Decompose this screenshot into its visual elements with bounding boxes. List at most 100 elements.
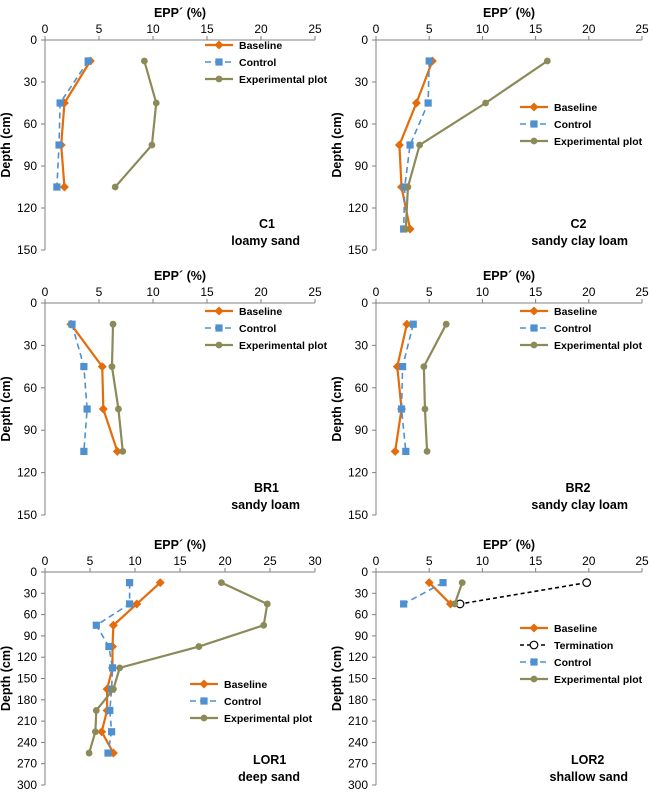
legend-label: Experimental plot	[239, 340, 328, 352]
legend-marker	[199, 679, 209, 689]
y-tick-label: 300	[348, 778, 368, 792]
series-line	[428, 581, 452, 605]
legend-marker	[529, 306, 539, 316]
series-line	[398, 60, 434, 230]
series-line	[56, 60, 89, 188]
data-point	[119, 448, 127, 455]
data-point	[423, 448, 431, 455]
y-tick-label: 120	[348, 650, 368, 664]
legend-label: Baseline	[554, 623, 597, 635]
y-tick-label: 60	[24, 381, 38, 395]
data-point	[263, 600, 271, 608]
data-point	[148, 141, 156, 149]
series-line	[403, 581, 444, 605]
x-tick-label: 10	[476, 285, 490, 299]
x-tick-label: 15	[200, 285, 214, 299]
data-point	[152, 99, 160, 107]
series-line	[402, 60, 430, 230]
y-tick-label: 90	[355, 629, 369, 643]
legend-label: Experimental plot	[554, 340, 643, 352]
legend-label: Control	[239, 57, 276, 69]
legend-label: Experimental plot	[224, 713, 313, 725]
soil-type: shallow sand	[550, 770, 629, 784]
series-control	[92, 579, 134, 757]
data-point	[97, 727, 107, 737]
x-axis-title: EPP´ (%)	[154, 269, 206, 283]
legend: Baseline Control Experimental plot	[205, 306, 328, 352]
y-tick-label: 180	[348, 693, 368, 707]
data-point	[402, 447, 410, 455]
series-termination	[455, 578, 592, 609]
y-tick-label: 30	[355, 338, 369, 352]
data-point	[218, 579, 225, 587]
y-tick-label: 30	[24, 75, 38, 89]
data-point	[482, 99, 489, 107]
x-tick-label: 10	[476, 554, 490, 568]
data-point	[424, 99, 432, 107]
y-tick-label: 90	[24, 159, 38, 173]
series-control	[53, 57, 92, 191]
series-line	[95, 582, 131, 754]
x-axis-title: EPP´ (%)	[483, 269, 535, 283]
legend-label: Baseline	[554, 306, 597, 318]
legend: Baseline Control Experimental plot	[190, 679, 313, 725]
legend-label: Termination	[554, 640, 613, 652]
y-tick-label: 90	[24, 629, 38, 643]
data-point	[115, 405, 122, 413]
series-experimental	[420, 320, 450, 455]
x-tick-label: 15	[173, 554, 187, 568]
site-name: C2	[571, 217, 587, 231]
y-tick-label: 60	[24, 608, 38, 622]
x-tick-label: 10	[476, 22, 490, 36]
data-point	[260, 621, 268, 629]
y-tick-label: 30	[355, 586, 369, 600]
legend-label: Control	[554, 657, 591, 669]
x-tick-label: 0	[373, 285, 380, 299]
y-axis-title: Depth (cm)	[0, 112, 13, 177]
series-line	[453, 582, 464, 605]
legend-marker	[530, 341, 538, 349]
data-point	[132, 599, 142, 609]
x-tick-label: 20	[254, 285, 268, 299]
y-tick-label: 270	[17, 757, 37, 771]
site-name: C1	[259, 217, 275, 231]
data-point	[106, 706, 114, 715]
data-point	[104, 749, 112, 757]
y-axis-title: Depth (cm)	[0, 646, 13, 711]
data-point	[400, 600, 408, 608]
series-experimental	[85, 579, 271, 757]
soil-type: deep sand	[238, 770, 300, 784]
x-tick-label: 15	[529, 285, 543, 299]
data-point	[126, 579, 134, 587]
x-tick-label: 30	[308, 554, 322, 568]
data-point	[92, 707, 100, 714]
legend-label: Baseline	[239, 40, 282, 52]
data-point	[140, 57, 148, 65]
x-tick-label: 5	[426, 285, 433, 299]
y-tick-label: 30	[355, 75, 369, 89]
legend-label: Experimental plot	[239, 74, 328, 86]
data-point	[111, 183, 119, 191]
legend-label: Control	[239, 323, 276, 335]
series-baseline	[56, 56, 95, 192]
data-point	[421, 405, 429, 413]
data-point	[406, 141, 414, 149]
x-tick-label: 5	[96, 22, 103, 36]
legend-marker	[215, 341, 223, 349]
data-point	[404, 183, 412, 191]
series-line	[459, 581, 587, 605]
site-name: BR1	[254, 481, 279, 495]
y-axis-title: Depth (cm)	[330, 646, 344, 711]
y-tick-label: 90	[355, 159, 369, 173]
y-tick-label: 0	[361, 565, 368, 579]
data-point	[92, 728, 99, 736]
x-tick-label: 20	[582, 22, 596, 36]
x-tick-label: 15	[529, 554, 543, 568]
x-axis-title: EPP´ (%)	[154, 6, 206, 20]
y-tick-label: 120	[348, 201, 368, 215]
series-experimental	[402, 57, 551, 233]
x-tick-label: 5	[96, 285, 103, 299]
series-line	[422, 323, 448, 452]
series-baseline	[390, 319, 412, 456]
series-experimental	[108, 320, 127, 455]
